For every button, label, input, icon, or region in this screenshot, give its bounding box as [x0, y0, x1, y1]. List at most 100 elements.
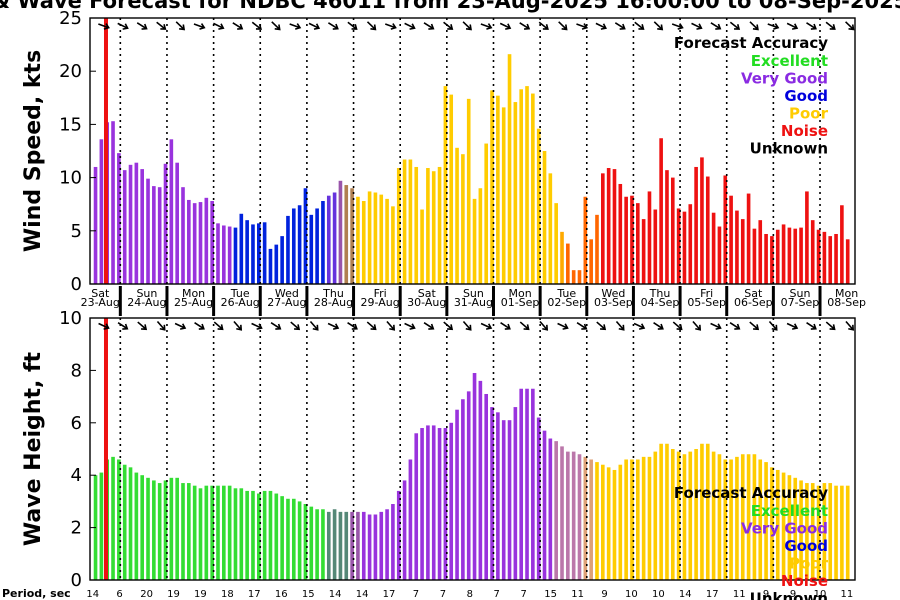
bar [589, 459, 593, 580]
bar [513, 102, 518, 284]
y-tick-label: 5 [71, 221, 82, 242]
bar [670, 177, 675, 284]
bar [426, 425, 430, 580]
bar [437, 166, 442, 284]
bar [793, 477, 798, 580]
bar [122, 170, 127, 284]
day-label-date: 04-Sep [641, 296, 680, 309]
bar [187, 199, 191, 284]
legend-item: Excellent [751, 52, 828, 70]
bar [233, 488, 238, 580]
direction-arrow [386, 320, 396, 331]
bar [659, 138, 663, 284]
direction-arrow [634, 21, 645, 30]
bar [507, 54, 512, 285]
bar [315, 509, 319, 580]
direction-arrow [692, 320, 702, 331]
day-label-dow: Tue [230, 287, 250, 300]
legend-item: Excellent [751, 502, 828, 520]
bar [566, 243, 570, 284]
bar [822, 483, 827, 580]
direction-arrow [845, 320, 855, 331]
bar [146, 178, 150, 284]
bar [181, 483, 185, 580]
bar [496, 412, 500, 580]
direction-arrow [710, 22, 722, 30]
direction-arrow [480, 322, 493, 330]
y-tick-label: 25 [59, 8, 82, 29]
bar [554, 203, 558, 284]
bar [216, 223, 220, 284]
legend-item: Poor [789, 555, 829, 573]
bar [111, 456, 115, 580]
bar [361, 201, 366, 284]
bar [571, 270, 576, 284]
period-label: Period, sec [2, 587, 71, 600]
day-label-dow: Fri [374, 287, 387, 300]
day-label-date: 25-Aug [174, 296, 213, 309]
bar [700, 157, 704, 284]
direction-arrow [174, 322, 187, 330]
direction-arrow [749, 321, 760, 331]
direction-arrow [347, 322, 358, 330]
day-label-dow: Thu [322, 287, 344, 300]
bar [542, 151, 547, 284]
period-value: 7 [521, 589, 527, 600]
bar [752, 228, 757, 284]
day-label-date: 03-Sep [594, 296, 633, 309]
bar [647, 456, 652, 580]
y-tick-label: 10 [59, 308, 82, 329]
bar [461, 154, 465, 284]
bar [408, 159, 413, 284]
period-value: 20 [140, 589, 153, 600]
bar [163, 480, 168, 580]
bar [501, 420, 506, 580]
bar [455, 409, 459, 580]
bar [466, 391, 471, 580]
bar [711, 212, 716, 284]
bar [198, 202, 203, 284]
y-tick-label: 0 [71, 274, 82, 295]
y-axis-label: Wind Speed, kts [21, 50, 46, 252]
direction-arrow [786, 322, 799, 330]
bar [781, 472, 786, 580]
direction-arrow [327, 22, 339, 30]
period-value: 14 [86, 589, 99, 600]
direction-arrow [117, 322, 129, 330]
day-label-date: 02-Sep [547, 296, 586, 309]
bar [344, 511, 349, 580]
bar [647, 191, 652, 284]
bar [793, 228, 798, 284]
bar [309, 214, 314, 284]
bar [618, 464, 623, 580]
bar [612, 169, 617, 284]
direction-arrow [462, 21, 472, 31]
direction-arrow [423, 22, 435, 30]
bar [560, 231, 564, 284]
direction-arrow [233, 320, 243, 331]
bar [781, 224, 786, 284]
bar [612, 469, 617, 580]
bar [426, 168, 430, 284]
direction-arrow [366, 321, 377, 331]
bar [297, 205, 302, 284]
legend-item: Very Good [741, 520, 828, 538]
direction-arrow [289, 23, 302, 30]
bar [373, 514, 378, 580]
bar [385, 198, 389, 284]
period-value: 17 [706, 589, 719, 600]
bar [729, 459, 733, 580]
period-value: 8 [467, 589, 473, 600]
bar [140, 169, 144, 284]
y-axis-label: Wave Height, ft [21, 351, 46, 546]
period-value: 6 [116, 589, 122, 600]
y-tick-label: 15 [59, 114, 82, 135]
bar [729, 195, 733, 284]
direction-arrow [308, 22, 321, 30]
bar [192, 485, 197, 580]
bar [256, 223, 261, 284]
bar [577, 270, 582, 284]
bar [391, 504, 395, 580]
direction-arrow [156, 320, 166, 331]
bar [536, 128, 541, 284]
